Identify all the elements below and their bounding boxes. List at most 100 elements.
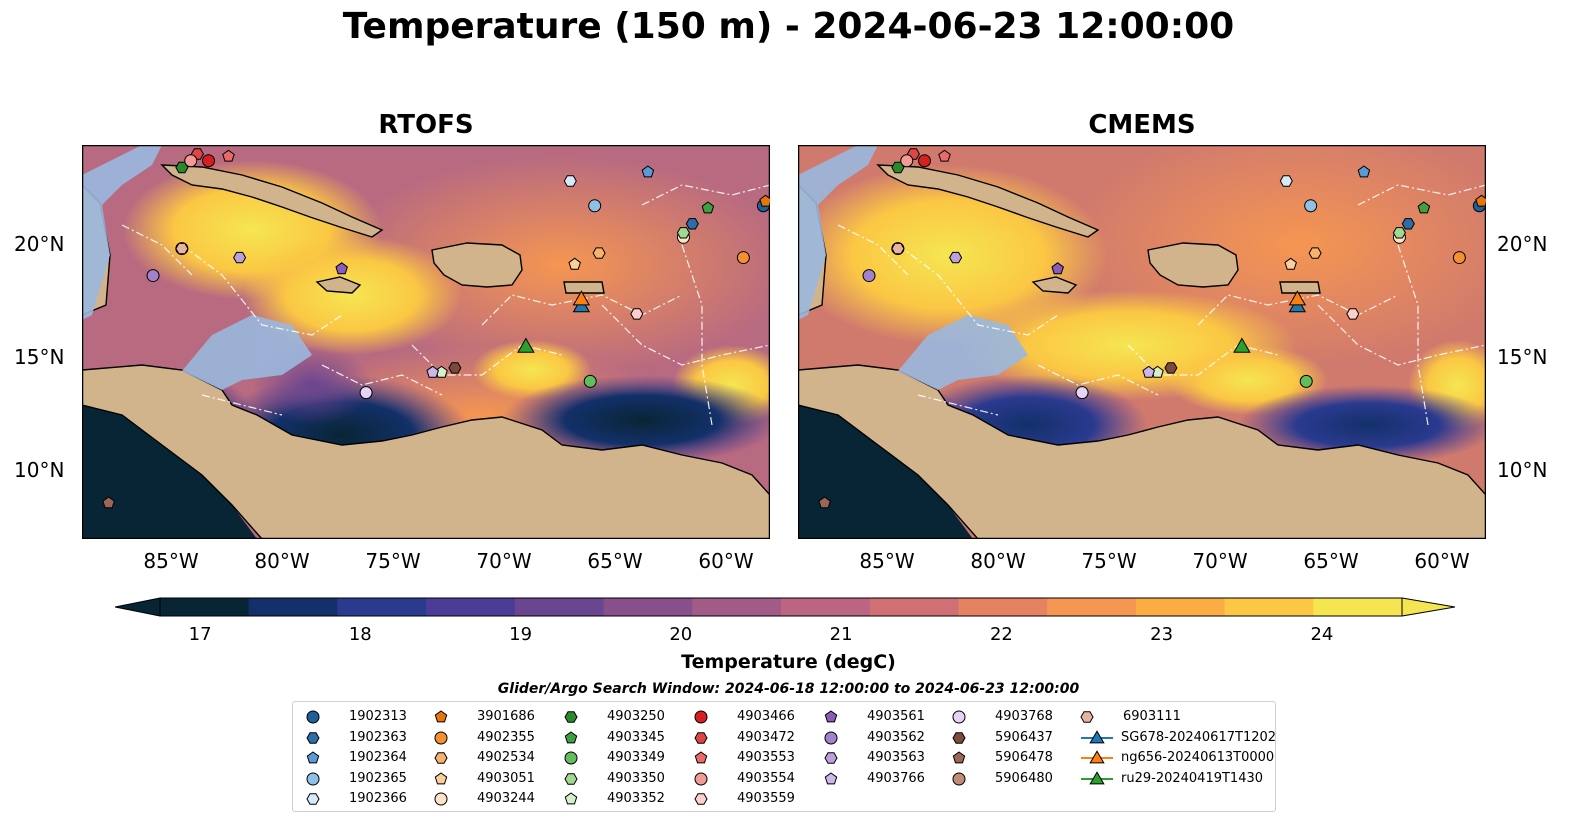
glider-marker-ng656-20240613T0000 bbox=[572, 290, 591, 306]
legend-label: 4902355 bbox=[477, 729, 535, 745]
colorbar-segment bbox=[1135, 598, 1226, 616]
colorbar-segment bbox=[958, 598, 1048, 616]
legend-label: 4903466 bbox=[737, 709, 795, 724]
legend-marker bbox=[824, 710, 838, 723]
lon-label-85w-right: 85°W bbox=[859, 549, 915, 573]
colorbar-segment bbox=[1047, 598, 1137, 616]
float-marker-4902355 bbox=[1452, 251, 1466, 265]
legend-marker bbox=[434, 752, 448, 764]
legend-marker bbox=[564, 772, 578, 785]
legend-label: 4903768 bbox=[995, 709, 1053, 724]
lat-label-15n: 15°N bbox=[14, 345, 65, 369]
glider-marker-ru29-20240419T1430 bbox=[1233, 337, 1251, 353]
legend-label: 3901686 bbox=[477, 709, 535, 724]
float-marker-4903466 bbox=[918, 154, 932, 168]
lat-label-10n: 10°N bbox=[14, 458, 65, 482]
legend-label: 4903345 bbox=[607, 729, 665, 745]
glider-marker-ng656-20240613T0000 bbox=[1288, 290, 1307, 306]
float-marker-4903554 bbox=[184, 154, 198, 168]
lon-label-85w: 85°W bbox=[143, 549, 199, 573]
colorbar-tick-label: 23 bbox=[1150, 624, 1174, 645]
lat-label-20n-right: 20°N bbox=[1497, 232, 1548, 256]
float-marker-4903766 bbox=[1142, 365, 1155, 378]
float-marker-4902534 bbox=[1308, 247, 1322, 259]
lon-label-65w-right: 65°W bbox=[1303, 549, 1359, 573]
legend-label: 4903244 bbox=[477, 791, 535, 806]
legend-marker bbox=[306, 751, 320, 764]
float-marker-4903350 bbox=[1392, 227, 1406, 239]
float-marker-4903345 bbox=[701, 201, 715, 214]
legend-label: 4903051 bbox=[477, 770, 535, 786]
legend-label: 1902364 bbox=[349, 750, 407, 765]
panel-title-cmems: CMEMS bbox=[1088, 110, 1196, 140]
legend-label: 4903352 bbox=[607, 791, 665, 806]
colorbar-tick-label: 21 bbox=[829, 624, 853, 645]
legend-label: SG678-20240617T1202 bbox=[1121, 729, 1277, 745]
colorbar-segment bbox=[603, 598, 693, 616]
lon-label-70w-right: 70°W bbox=[1192, 549, 1248, 573]
legend-marker bbox=[434, 792, 448, 806]
float-marker-1902363 bbox=[685, 218, 699, 230]
legend-marker bbox=[694, 772, 708, 785]
legend-label: 4903553 bbox=[737, 750, 795, 765]
legend-marker bbox=[694, 751, 708, 764]
legend: 1902313 1902363 1902364 1902365 1902366 39016… bbox=[292, 701, 1276, 812]
colorbar-segment bbox=[514, 598, 605, 616]
legend-marker bbox=[564, 792, 578, 805]
colorbar-segment bbox=[1224, 598, 1314, 616]
legend-label: 4903250 bbox=[607, 709, 665, 724]
panel-title-rtofs: RTOFS bbox=[378, 110, 474, 140]
lon-label-80w-right: 80°W bbox=[970, 549, 1026, 573]
legend-marker bbox=[564, 730, 578, 743]
legend-marker bbox=[306, 710, 320, 724]
legend-label: 1902363 bbox=[349, 729, 407, 745]
lon-label-75w: 75°W bbox=[365, 549, 421, 573]
colorbar-segment bbox=[692, 598, 782, 616]
legend-marker bbox=[1089, 750, 1105, 764]
float-marker-6903111 bbox=[175, 242, 189, 255]
legend-marker bbox=[564, 711, 578, 723]
float-marker-4903768 bbox=[359, 386, 373, 400]
colorbar-tick-label: 22 bbox=[989, 624, 1013, 645]
legend-marker bbox=[694, 793, 708, 805]
float-marker-1902365 bbox=[1304, 199, 1318, 213]
legend-label: 6903111 bbox=[1123, 709, 1181, 724]
legend-label: 4903766 bbox=[867, 770, 925, 786]
float-marker-4903766 bbox=[426, 365, 439, 378]
lon-label-70w: 70°W bbox=[476, 549, 532, 573]
legend-label: 4903350 bbox=[607, 770, 665, 786]
float-marker-1902366 bbox=[1279, 175, 1293, 187]
map-rtofs bbox=[82, 145, 770, 539]
legend-marker bbox=[952, 731, 966, 744]
legend-marker bbox=[434, 710, 448, 723]
colorbar-tick-label: 18 bbox=[348, 624, 372, 645]
legend-label: ng656-20240613T0000 bbox=[1121, 750, 1275, 765]
float-marker-4903051 bbox=[568, 257, 581, 270]
legend-marker bbox=[306, 731, 320, 744]
lat-label-20n: 20°N bbox=[14, 232, 65, 256]
colorbar-segment bbox=[781, 598, 871, 616]
legend-label: 1902365 bbox=[349, 770, 407, 786]
legend-label: 4903563 bbox=[867, 750, 925, 765]
glider-marker-ru29-20240419T1430 bbox=[517, 337, 535, 353]
legend-marker bbox=[952, 751, 966, 764]
legend-marker bbox=[306, 772, 320, 785]
float-marker-5906478 bbox=[818, 496, 831, 509]
legend-label: 5906480 bbox=[995, 770, 1053, 786]
float-marker-4902534 bbox=[592, 247, 606, 259]
float-marker-1902365 bbox=[588, 199, 602, 213]
float-marker-1902364 bbox=[1357, 165, 1371, 178]
legend-label: ru29-20240419T1430 bbox=[1121, 770, 1264, 786]
float-marker-4903553 bbox=[222, 149, 235, 162]
float-marker-1902363 bbox=[1401, 218, 1415, 230]
legend-marker bbox=[1080, 711, 1094, 723]
colorbar-segment bbox=[337, 598, 427, 616]
colorbar-segment bbox=[869, 598, 960, 616]
legend-label: 5906437 bbox=[995, 729, 1053, 745]
legend-marker bbox=[694, 710, 708, 724]
float-marker-5906478 bbox=[102, 496, 115, 509]
lon-label-65w: 65°W bbox=[587, 549, 643, 573]
legend-label: 4903472 bbox=[737, 729, 795, 745]
colorbar-segment bbox=[1313, 598, 1403, 616]
legend-marker bbox=[952, 772, 966, 785]
